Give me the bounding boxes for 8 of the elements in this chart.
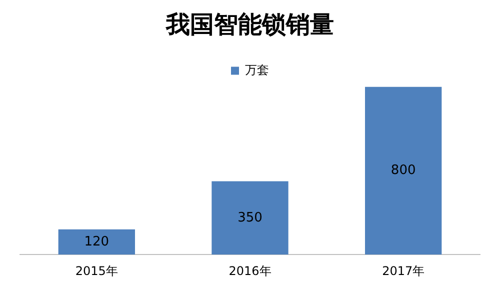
data-label: 800: [390, 163, 416, 178]
chart-title: 我国智能锁销量: [165, 10, 334, 39]
x-tick-label: 2017年: [382, 264, 425, 278]
x-tick-label: 2016年: [228, 264, 272, 278]
data-label: 120: [84, 234, 110, 250]
legend-label: 万套: [245, 62, 269, 77]
x-tick-label: 2015年: [75, 264, 118, 278]
data-label: 350: [238, 210, 262, 226]
